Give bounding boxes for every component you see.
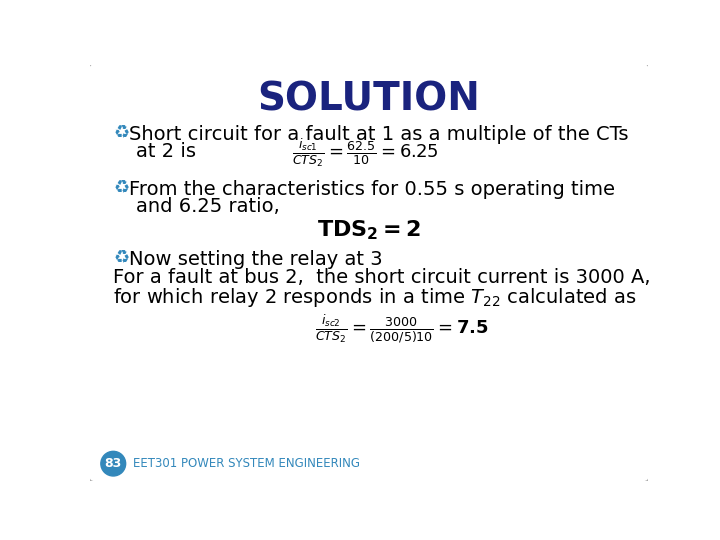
Text: ♻: ♻ bbox=[113, 125, 130, 143]
Text: SOLUTION: SOLUTION bbox=[258, 80, 480, 118]
Text: Now setting the relay at 3: Now setting the relay at 3 bbox=[129, 249, 382, 268]
Text: EET301 POWER SYSTEM ENGINEERING: EET301 POWER SYSTEM ENGINEERING bbox=[133, 457, 361, 470]
Text: ♻: ♻ bbox=[113, 180, 130, 198]
Text: For a fault at bus 2,  the short circuit current is 3000 A,: For a fault at bus 2, the short circuit … bbox=[113, 268, 651, 287]
Text: 83: 83 bbox=[104, 457, 122, 470]
Text: $\frac{i_{sc2}}{CTS_2} = \frac{3000}{(200/5)10} = \mathbf{7.5}$: $\frac{i_{sc2}}{CTS_2} = \frac{3000}{(20… bbox=[315, 313, 489, 346]
Text: $\mathbf{TDS_2 = 2}$: $\mathbf{TDS_2 = 2}$ bbox=[317, 219, 421, 242]
Text: $\frac{i_{sc1}}{CTS_2} = \frac{62.5}{10} = 6.25$: $\frac{i_{sc1}}{CTS_2} = \frac{62.5}{10}… bbox=[292, 137, 438, 170]
Text: ♻: ♻ bbox=[113, 249, 130, 268]
Text: From the characteristics for 0.55 s operating time: From the characteristics for 0.55 s oper… bbox=[129, 180, 615, 199]
Text: for which relay 2 responds in a time $T_{22}$ calculated as: for which relay 2 responds in a time $T_… bbox=[113, 286, 637, 309]
Text: Short circuit for a fault at 1 as a multiple of the CTs: Short circuit for a fault at 1 as a mult… bbox=[129, 125, 629, 144]
Text: and 6.25 ratio,: and 6.25 ratio, bbox=[137, 197, 280, 216]
Text: at 2 is: at 2 is bbox=[137, 142, 197, 161]
Circle shape bbox=[101, 451, 126, 476]
FancyBboxPatch shape bbox=[89, 63, 649, 482]
